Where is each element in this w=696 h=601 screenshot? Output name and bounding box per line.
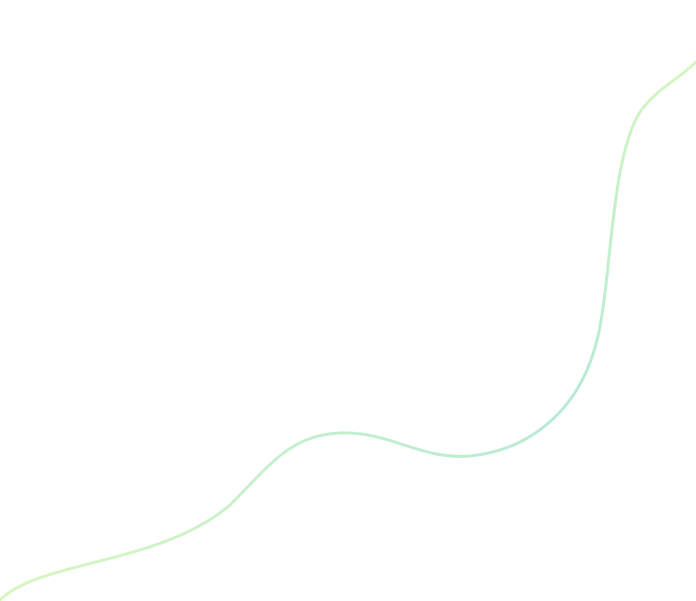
wavy-line-icon xyxy=(0,60,696,601)
